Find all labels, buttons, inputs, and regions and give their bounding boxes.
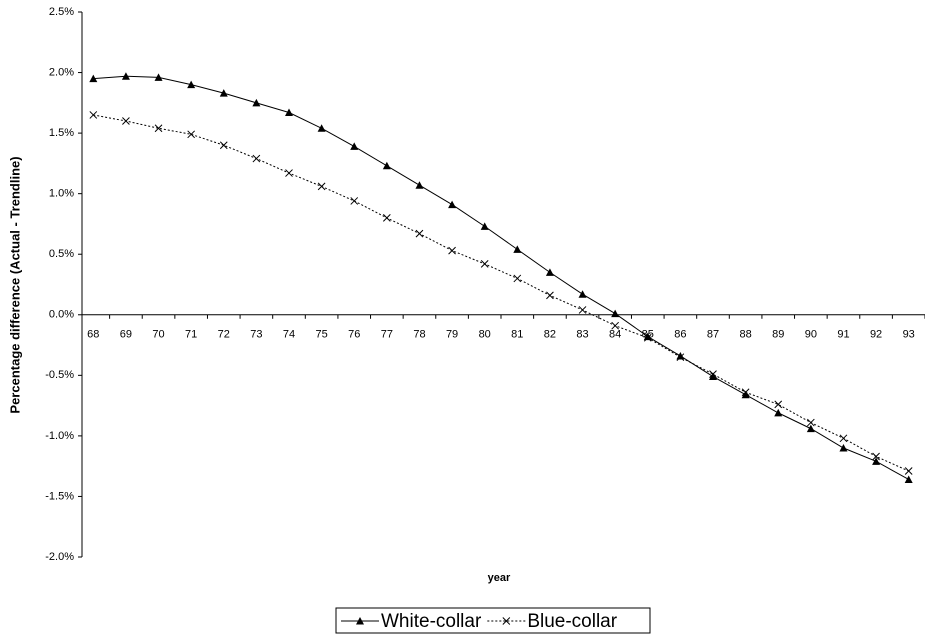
marker [709,372,717,381]
x-tick-label: 68 [87,329,99,341]
y-tick-label: 1.5% [49,127,74,139]
y-tick-label: -2.0% [45,551,74,563]
y-tick-label: -1.5% [45,490,74,502]
y-tick-label: 2.0% [49,66,74,78]
marker [513,274,522,283]
marker [578,306,587,314]
y-tick-label: 0.0% [49,309,74,321]
marker [154,73,163,81]
marker [448,246,456,255]
x-tick-label: 91 [837,329,849,341]
x-tick-label: 71 [185,329,197,341]
x-axis-title: year [488,572,511,584]
y-axis-title: Percentage difference (Actual - Trendlin… [7,156,22,413]
marker [676,351,685,360]
x-tick-label: 79 [446,329,458,341]
marker [774,408,783,417]
marker [154,124,163,133]
legend-label: White-collar [381,611,482,632]
marker [219,89,228,97]
marker [741,388,750,397]
x-tick-label: 86 [674,329,686,341]
y-tick-label: 1.0% [49,188,74,200]
marker [513,245,522,253]
series-line [93,75,909,480]
marker [545,268,554,276]
marker [502,617,511,625]
marker [317,182,326,191]
marker [317,124,326,132]
marker [676,353,685,362]
marker [187,80,196,89]
x-tick-label: 88 [739,329,751,341]
marker [187,130,196,139]
marker [252,154,261,163]
x-tick-label: 82 [544,329,556,341]
x-tick-label: 70 [152,329,164,341]
marker [611,321,620,330]
x-tick-label: 75 [315,329,327,341]
x-tick-label: 74 [283,329,295,341]
marker [382,161,391,170]
marker [448,200,457,209]
y-tick-label: 2.5% [49,6,74,18]
x-tick-label: 78 [413,329,425,341]
x-tick-label: 84 [609,329,621,341]
marker [806,424,815,433]
marker [356,617,364,625]
marker [415,181,424,189]
marker [122,117,130,125]
marker [285,169,293,177]
marker [643,333,652,342]
x-tick-label: 77 [381,329,393,341]
marker [219,141,228,150]
x-tick-label: 69 [120,329,132,341]
y-tick-label: -1.0% [45,430,74,442]
marker [89,111,98,119]
marker [252,98,261,107]
x-tick-label: 83 [576,329,588,341]
y-tick-label: -0.5% [45,369,74,381]
x-tick-label: 87 [707,329,719,341]
y-tick-label: 0.5% [49,248,74,260]
x-tick-label: 81 [511,329,523,341]
marker [904,467,913,475]
marker [806,418,815,427]
x-tick-label: 80 [479,329,491,341]
legend-label: Blue-collar [527,611,617,632]
marker [709,370,717,378]
marker [872,457,881,465]
marker [546,291,554,300]
marker [350,197,359,205]
marker [285,108,293,117]
x-tick-label: 90 [805,329,817,341]
marker [872,452,880,461]
marker [350,142,359,150]
x-tick-label: 89 [772,329,784,341]
x-tick-label: 73 [250,329,262,341]
marker [741,390,750,399]
marker [904,475,913,483]
marker [611,309,620,318]
series-line [93,114,909,472]
marker [480,222,489,230]
marker [89,74,98,83]
marker [415,229,424,238]
x-tick-label: 76 [348,329,360,341]
marker [643,332,652,341]
x-tick-label: 72 [218,329,230,341]
marker [578,290,587,298]
marker [839,434,848,443]
x-tick-label: 93 [903,329,915,341]
marker [774,400,783,409]
marker [480,260,489,268]
marker [839,444,848,452]
marker [121,72,130,80]
marker [382,214,391,222]
x-tick-label: 92 [870,329,882,341]
